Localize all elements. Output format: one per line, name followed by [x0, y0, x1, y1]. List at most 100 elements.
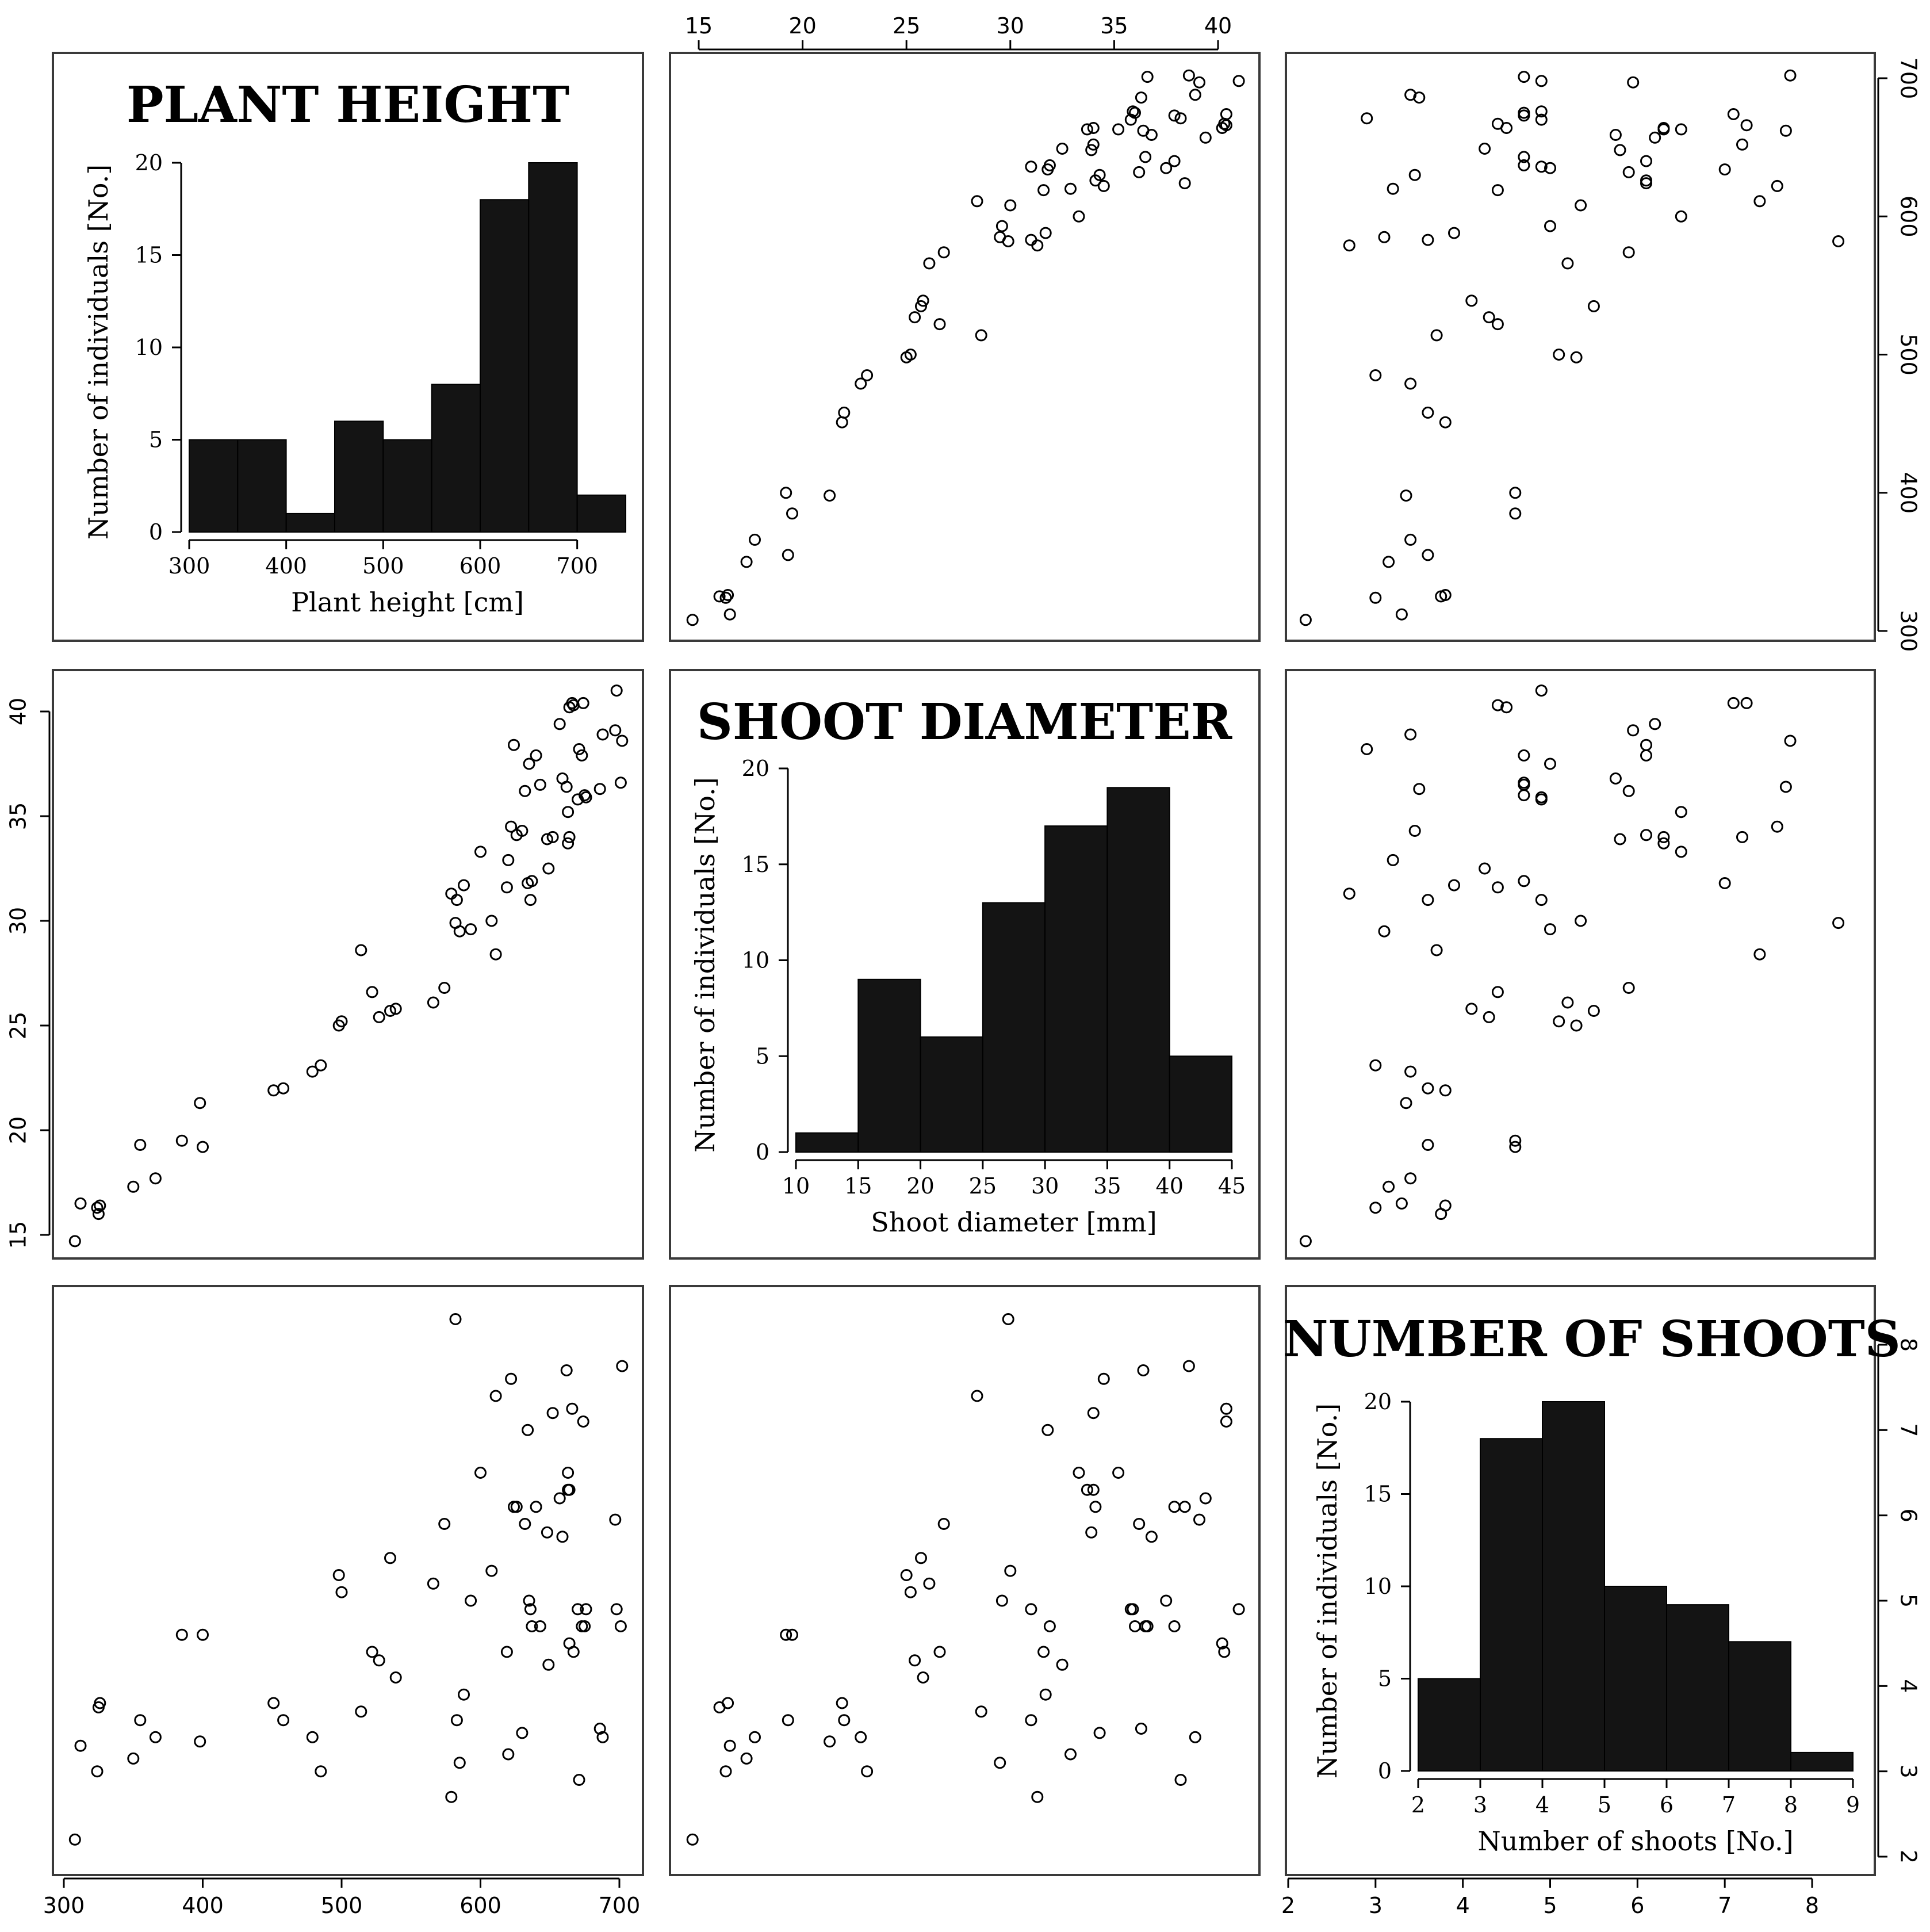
scatter-point — [780, 487, 792, 499]
scatter-point — [502, 1748, 515, 1761]
histogram-bar — [1169, 1055, 1232, 1153]
scatter-point — [1369, 1059, 1382, 1072]
top-axis-diameter-tick-label: 25 — [893, 13, 920, 39]
scatter-point — [562, 837, 575, 850]
scatter-point — [1087, 1407, 1100, 1420]
scatter-point — [542, 862, 555, 875]
histogram-y-tick-label: 5 — [149, 427, 163, 453]
scatter-point — [1544, 923, 1556, 936]
scatter-point — [780, 1628, 792, 1641]
bottom-axis-height-tick-label: 500 — [321, 1893, 363, 1918]
scatter-point — [530, 1501, 542, 1513]
histogram-x-tick-label: 500 — [362, 553, 404, 579]
scatter-point — [1622, 982, 1635, 994]
scatter-point — [1439, 1199, 1452, 1212]
histogram-title: NUMBER OF SHOOTS — [1283, 1310, 1901, 1368]
scatter-point — [194, 1097, 206, 1110]
histogram-x-tick-label: 300 — [169, 553, 210, 579]
histogram-x-tick-label: 9 — [1846, 1792, 1860, 1818]
scatter-point — [593, 783, 606, 795]
histogram-y-axis: 0 5 10 15 20 Number of individuals [No.] — [83, 150, 182, 545]
scatter-point — [1168, 1620, 1181, 1632]
scatter-point — [546, 1407, 559, 1420]
bottom-axis-height-tick-label: 700 — [599, 1893, 641, 1918]
scatter-point — [1387, 854, 1399, 866]
scatter-point — [1784, 734, 1797, 747]
scatter-point — [1518, 106, 1530, 119]
scatter-point — [1089, 1501, 1102, 1513]
histogram-y-tick-label: 0 — [149, 519, 163, 545]
scatter-point — [1085, 144, 1098, 156]
scatter-point — [450, 894, 463, 906]
scatter-point — [567, 1646, 580, 1658]
bottom-axis-shoots-tick-label: 6 — [1630, 1893, 1644, 1918]
histogram-x-tick-label: 700 — [556, 553, 598, 579]
panel-frame-2-2 — [1285, 1285, 1876, 1876]
right-axis-shoots-tick-label: 5 — [1896, 1594, 1921, 1608]
scatter-point — [740, 1752, 753, 1765]
bottom-axis-shoots: 2 3 4 5 6 7 8 — [1281, 1877, 1819, 1918]
scatter-point — [502, 854, 515, 866]
scatter-point — [573, 1774, 585, 1786]
scatter-point — [1439, 1084, 1452, 1097]
scatter-point — [1043, 159, 1056, 171]
scatter-point — [489, 1390, 502, 1402]
scatter-point — [838, 406, 851, 419]
scatter-point — [904, 349, 917, 361]
scatter-point — [917, 1671, 929, 1684]
scatter-point — [1199, 131, 1212, 144]
top-axis-diameter-tick-label: 20 — [788, 13, 816, 39]
scatter-point — [596, 1731, 609, 1743]
scatter-point — [1199, 1492, 1212, 1505]
scatter-point — [1369, 1202, 1382, 1214]
scatter-point — [534, 778, 546, 791]
scatter-point — [1168, 1501, 1181, 1513]
scatter-point — [1640, 174, 1652, 187]
scatter-point — [1740, 697, 1753, 709]
scatter-point — [1182, 69, 1195, 82]
top-axis-diameter-tick-label: 30 — [997, 13, 1024, 39]
scatter-point — [526, 875, 538, 887]
scatter-point — [1544, 220, 1556, 232]
histogram-y-label: Number of individuals [No.] — [83, 164, 114, 540]
scatter-point — [1141, 1620, 1154, 1632]
scatter-point — [1097, 1372, 1110, 1385]
histogram-x-tick-label: 2 — [1411, 1792, 1425, 1818]
scatter-point — [1073, 210, 1085, 223]
scatter-point — [91, 1765, 104, 1778]
histogram-y-tick-label: 0 — [1378, 1758, 1392, 1784]
scatter-point — [1220, 108, 1232, 120]
histogram-x-tick-label: 5 — [1598, 1792, 1611, 1818]
scatter-point — [923, 257, 936, 270]
scatter-point — [1736, 831, 1748, 843]
scatter-panel-shoots-vs-height — [68, 1313, 629, 1846]
scatter-point — [1025, 234, 1037, 246]
scatter-point — [1535, 160, 1548, 173]
histogram-x-tick-label: 6 — [1660, 1792, 1674, 1818]
scatter-point — [453, 925, 466, 938]
scatter-point — [556, 1531, 569, 1543]
scatter-point — [915, 1552, 927, 1564]
histogram-y-axis: 0 5 10 15 20 Number of individuals [No.] — [690, 756, 789, 1165]
scatter-point — [74, 1197, 87, 1210]
histogram-y-tick-label: 15 — [742, 852, 769, 877]
scatter-point — [1220, 1415, 1232, 1428]
bottom-axis-height: 300 400 500 600 700 — [43, 1877, 641, 1918]
scatter-point — [1422, 1082, 1434, 1095]
scatter-point — [427, 996, 439, 1009]
scatter-point — [719, 591, 732, 604]
left-axis-diameter-tick-label: 35 — [6, 802, 31, 830]
scatter-point — [579, 789, 591, 802]
scatter-point — [1509, 1134, 1522, 1147]
scatter-point — [596, 728, 609, 741]
bottom-axis-height-tick-label: 300 — [43, 1893, 85, 1918]
panel-frame-2-0 — [52, 1285, 644, 1876]
scatter-point — [94, 1697, 106, 1709]
scatter-point — [505, 1372, 518, 1385]
histogram-x-axis: 10 15 20 25 30 35 40 45 Shoot diameter [mm] — [782, 1159, 1246, 1238]
scatter-point — [500, 1646, 513, 1658]
panel-frame-1-1 — [669, 669, 1261, 1260]
histogram-x-tick-label: 25 — [969, 1173, 997, 1199]
histogram-x-tick-label: 7 — [1722, 1792, 1736, 1818]
left-axis-diameter-tick-label: 30 — [6, 907, 31, 935]
